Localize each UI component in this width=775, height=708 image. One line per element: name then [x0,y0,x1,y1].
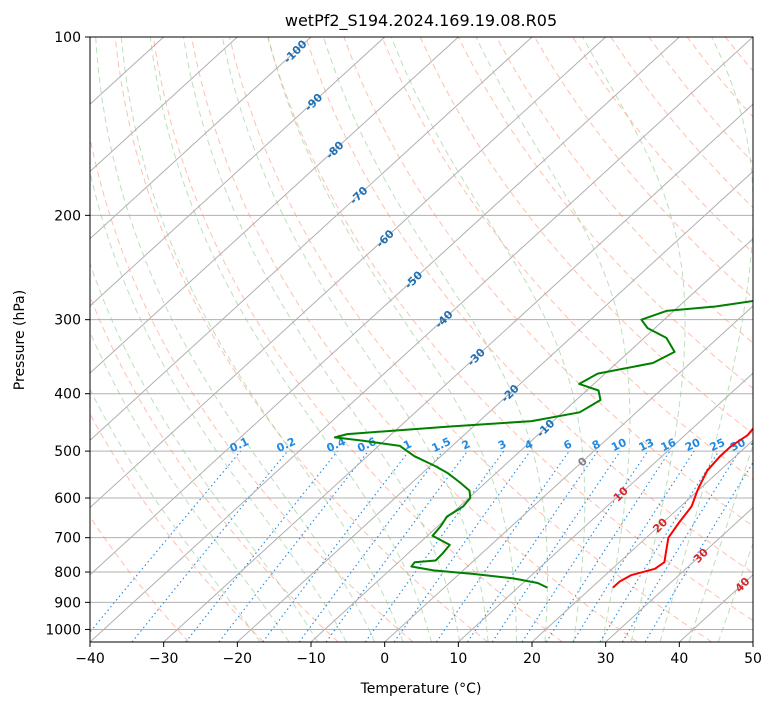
x-tick-label: 0 [380,651,389,667]
isotherm-line [90,37,312,240]
y-tick-label: 800 [54,565,81,581]
moist-adiabat [267,37,517,642]
moist-adiabat [323,37,548,642]
dewpoint-profile-line [333,300,753,589]
dry-adiabat [419,37,753,435]
isotherm-line [90,37,607,509]
isotherm-line [384,305,753,642]
dry-adiabat [305,37,753,574]
moist-adiabat [659,37,753,642]
x-tick-label: 40 [670,651,688,667]
moist-adiabat [390,37,586,642]
mixing-ratio-label: 16 [659,436,679,454]
dry-adiabat [114,37,488,642]
mixing-ratio-line [185,450,339,642]
plot-frame [89,36,754,643]
moist-adiabat [149,37,432,642]
dry-adiabat [90,135,414,642]
isotherm-line [457,372,753,642]
moist-adiabat [95,37,376,642]
moist-adiabat [90,330,290,642]
mixing-ratio-line [467,450,599,642]
y-axis-label: Pressure (hPa) [12,290,28,390]
x-tick-label: −30 [149,651,179,667]
mixing-ratio-line [572,450,695,642]
isotherm-line [90,37,680,576]
y-tick-label: 100 [54,30,81,46]
mixing-ratio-line [599,450,720,642]
dry-adiabat [381,37,753,481]
dry-adiabat [90,412,264,642]
x-tick-label: −20 [223,651,253,667]
mixing-ratio-line [521,450,649,642]
mixing-ratio-label: 36 [749,436,769,454]
isotherm-line [90,37,386,307]
temperature-profile-line [612,427,753,589]
mixing-ratio-line [393,450,531,642]
mixing-ratio-label: 13 [637,436,656,454]
x-tick-label: −40 [75,651,105,667]
isotherm-line [163,103,753,642]
dry-adiabat [152,37,563,642]
mixing-ratio-label: 10 [609,436,629,454]
y-tick-label: 900 [54,595,81,611]
mixing-ratio-label: 25 [708,436,727,454]
isotherm-line [531,439,753,642]
y-tick-label: 200 [54,208,81,224]
moist-adiabat [90,169,347,642]
x-tick-label: 20 [523,651,541,667]
y-tick-label: 600 [54,491,81,507]
isotherm-line [90,37,459,374]
moist-adiabat [221,37,489,642]
isotherm-line [236,170,753,642]
isotherm-line [310,237,753,642]
dry-adiabat [229,37,712,642]
y-tick-label: 500 [54,444,81,460]
moist-adiabat [90,262,319,642]
moist-adiabat [688,443,753,642]
dry-adiabat [495,37,753,344]
moist-adiabat [475,37,631,642]
moist-adiabat [120,37,404,642]
mixing-ratio-line [545,450,671,642]
isotherm-line [90,37,753,642]
y-tick-label: 700 [54,531,81,547]
moist-adiabat [90,388,261,642]
dry-adiabat [534,37,753,299]
mixing-ratio-line [435,450,570,642]
x-tick-label: −10 [296,651,326,667]
mixing-ratio-line [621,450,740,642]
isotherm-line [90,37,238,173]
dry-adiabat [90,295,339,642]
moist-adiabat [183,37,461,642]
mixing-ratio-line [262,450,410,642]
mixing-ratio-label: 20 [683,436,703,454]
dry-adiabat [90,515,190,642]
dry-adiabat [267,37,753,622]
mixing-ratio-line [491,450,621,642]
mixing-ratio-label: 30 [728,436,748,454]
y-tick-label: 400 [54,387,81,403]
x-tick-label: 50 [744,651,762,667]
isotherm-line [605,506,753,642]
chart-title: wetPf2_S194.2024.169.19.08.R05 [285,11,557,31]
x-axis-label: Temperature (°C) [360,681,482,697]
y-tick-label: 1000 [45,622,81,638]
moist-adiabat [717,542,753,642]
isotherm-line [90,37,533,442]
dry-adiabat [457,37,753,389]
x-tick-label: 10 [449,651,467,667]
moist-adiabat [582,37,686,642]
x-tick-label: 30 [597,651,615,667]
y-tick-label: 300 [54,313,81,329]
